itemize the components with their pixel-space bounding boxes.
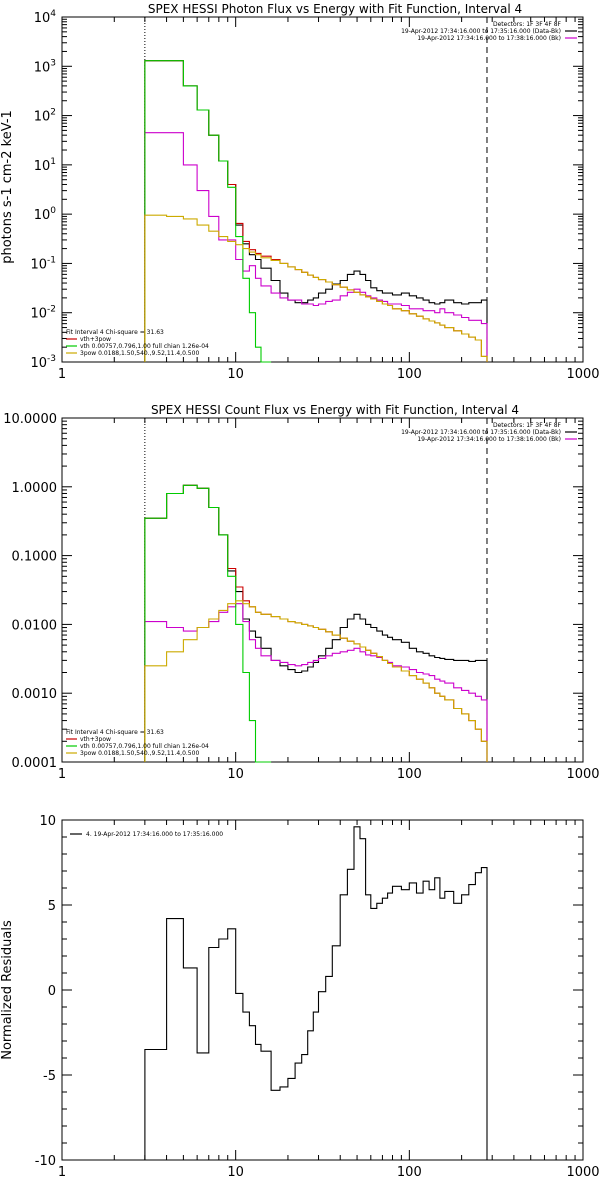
y-axis-label: photons s-1 cm-2 keV-1: [0, 110, 15, 264]
y-tick-label: 5: [48, 899, 56, 914]
series-line: [144, 600, 488, 762]
legend-text: Fit Interval 4 Chi-square = 31.63: [66, 729, 164, 736]
x-tick-label: 10: [227, 367, 244, 382]
legend-text: vth 0.00757,0.796,1.00 full chian 1.26e-…: [80, 743, 209, 750]
x-tick-label: 1000: [566, 367, 599, 382]
series-line: [144, 214, 488, 362]
legend-text: 19-Apr-2012 17:34:16.000 to 17:38:16.000…: [417, 35, 561, 42]
x-tick-label: 100: [397, 767, 422, 782]
legend-text: vth 0.00757,0.796,1.00 full chian 1.26e-…: [80, 343, 209, 350]
series-line: [144, 484, 272, 763]
axes: 1 10 100 1000 -10 -5 0 5 10: [35, 814, 600, 1180]
y-tick-label: 0.0100: [12, 618, 58, 633]
x-tick-label: 1: [58, 367, 66, 382]
legend-bottom-left: Fit Interval 4 Chi-square = 31.63vth+3po…: [66, 729, 209, 757]
y-tick-label: 10-3: [30, 354, 56, 371]
y-tick-label: 0.1000: [12, 550, 58, 565]
plot-frame: [61, 819, 584, 1161]
legend-text: 19-Apr-2012 17:34:16.000 to 17:35:16.000…: [401, 429, 561, 436]
legend-text: Fit Interval 4 Chi-square = 31.63: [66, 329, 164, 336]
data-marks: [144, 826, 488, 1160]
y-axis-label: Normalized Residuals: [0, 920, 15, 1060]
x-tick-label: 100: [397, 367, 422, 382]
axes: 1 10 100 1000 0.0001 0.0010 0.0100 0.1000 1.0000…: [3, 412, 599, 782]
photon-flux-panel: SPEX HESSI Photon Flux vs Energy with Fi…: [0, 2, 600, 382]
y-tick-label: 101: [34, 157, 56, 174]
legend-text: 4. 19-Apr-2012 17:34:16.000 to 17:35:16.…: [86, 831, 223, 838]
y-tick-label: 102: [34, 108, 56, 125]
y-tick-label: 10-2: [30, 305, 56, 322]
legend-bottom-left: Fit Interval 4 Chi-square = 31.63vth+3po…: [66, 329, 209, 357]
x-tick-label: 1: [58, 1165, 66, 1180]
series-line: [144, 60, 272, 363]
legend-text: Detectors: 1F 3F 4F 8F: [493, 21, 562, 28]
x-tick-label: 100: [397, 1165, 422, 1180]
chart-title: SPEX HESSI Photon Flux vs Energy with Fi…: [148, 2, 522, 16]
legend-text: vth+3pow: [80, 336, 111, 343]
legend-top-left: 4. 19-Apr-2012 17:34:16.000 to 17:35:16.…: [70, 831, 223, 838]
plot-frame: [61, 16, 584, 363]
x-tick-label: 1: [58, 767, 66, 782]
legend-text: 19-Apr-2012 17:34:16.000 to 17:35:16.000…: [401, 28, 561, 35]
x-tick-label: 10: [227, 1165, 244, 1180]
x-tick-label: 1000: [566, 767, 599, 782]
y-tick-label: -10: [35, 1154, 56, 1169]
axes: 1 10 100 1000 10-3 10-2 10-1 100 101 102 103 104: [30, 9, 599, 382]
plot-frame: [61, 417, 584, 763]
legend-text: 3pow 0.0188,1.50,540.,9.52,11.4,0.500: [80, 350, 199, 357]
y-tick-label: 104: [34, 9, 57, 26]
data-marks: [144, 418, 488, 763]
y-tick-label: 0: [48, 984, 56, 999]
y-tick-label: 0.0001: [12, 756, 58, 771]
series-line: [144, 132, 488, 362]
y-tick-label: 10: [39, 814, 56, 829]
y-tick-label: -5: [43, 1069, 56, 1084]
series-line: [144, 60, 488, 362]
x-tick-label: 10: [227, 767, 244, 782]
x-tick-label: 1000: [566, 1165, 599, 1180]
series-line: [144, 484, 488, 762]
y-tick-label: 10.0000: [3, 412, 57, 427]
series-line: [144, 826, 488, 1160]
residuals-panel: Normalized Residuals 1 10 100 1000 -10 -5 0 5 10…: [0, 814, 600, 1180]
y-tick-label: 0.0010: [12, 687, 58, 702]
series-line: [144, 484, 488, 762]
series-line: [144, 603, 488, 762]
count-flux-panel: SPEX HESSI Count Flux vs Energy with Fit…: [3, 403, 599, 782]
series-line: [144, 60, 488, 362]
y-tick-label: 1.0000: [12, 481, 58, 496]
legend-text: 19-Apr-2012 17:34:16.000 to 17:38:16.000…: [417, 436, 561, 443]
y-tick-label: 10-1: [30, 255, 56, 272]
legend-text: vth+3pow: [80, 736, 111, 743]
data-marks: [144, 17, 488, 363]
legend-text: Detectors: 1F 3F 4F 8F: [493, 422, 562, 429]
legend-text: 3pow 0.0188,1.50,540.,9.52,11.4,0.500: [80, 750, 199, 757]
y-tick-label: 103: [34, 58, 56, 75]
chart-title: SPEX HESSI Count Flux vs Energy with Fit…: [151, 403, 519, 417]
y-tick-label: 100: [34, 206, 57, 223]
